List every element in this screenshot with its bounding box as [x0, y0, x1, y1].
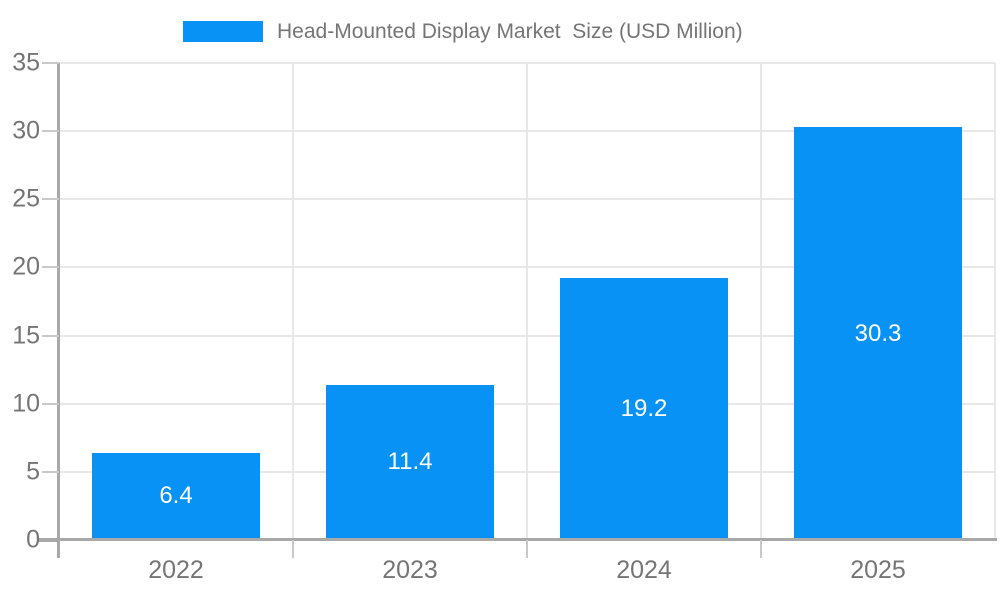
y-axis-tick-label: 30 — [12, 116, 40, 145]
bar-2022[interactable] — [92, 452, 260, 540]
y-axis-tick — [38, 539, 59, 542]
x-axis-tick — [526, 540, 528, 558]
bar-value-label: 6.4 — [159, 482, 193, 510]
plot-area: 6.4 11.4 19.2 30.3 — [59, 62, 996, 540]
x-axis-tick — [292, 540, 294, 558]
y-axis-tick — [42, 402, 59, 405]
bar-2023[interactable] — [326, 384, 494, 540]
y-axis-tick — [42, 266, 59, 269]
chart-title: Head-Mounted Display Market Size (USD Mi… — [277, 20, 743, 43]
x-axis-category-label: 2024 — [616, 556, 672, 584]
bar-value-label: 19.2 — [620, 395, 668, 423]
x-axis-category-label: 2022 — [148, 556, 204, 584]
y-axis-tick-label: 15 — [12, 321, 40, 350]
y-axis-tick — [42, 334, 59, 337]
y-axis-tick-label: 20 — [12, 252, 40, 281]
y-axis-tick — [42, 198, 59, 201]
x-axis-category-label: 2023 — [382, 556, 438, 584]
x-axis-line — [38, 538, 997, 541]
y-axis-tick-label: 10 — [12, 389, 40, 418]
x-gridline — [526, 63, 528, 540]
y-axis-tick-label: 25 — [12, 184, 40, 213]
y-axis-tick — [42, 470, 59, 473]
bar-2025[interactable] — [794, 127, 962, 540]
y-axis-tick-label: 5 — [26, 457, 40, 486]
bar-value-label: 11.4 — [387, 448, 433, 476]
x-gridline — [292, 63, 294, 540]
x-gridline — [760, 63, 762, 540]
y-axis-tick-label: 0 — [26, 525, 40, 554]
y-axis-line — [57, 63, 60, 558]
y-axis-tick — [42, 62, 59, 64]
y-axis-tick — [42, 130, 59, 133]
legend-item[interactable]: Head-Mounted Display Market Size (USD Mi… — [183, 19, 743, 44]
y-axis-tick-label: 35 — [12, 48, 40, 77]
bar-2024[interactable] — [560, 278, 728, 540]
x-axis-category-label: 2025 — [850, 556, 906, 584]
bar-value-label: 30.3 — [854, 319, 902, 347]
legend-swatch-icon — [183, 21, 263, 42]
x-axis-tick — [760, 540, 762, 558]
x-gridline — [994, 63, 996, 540]
